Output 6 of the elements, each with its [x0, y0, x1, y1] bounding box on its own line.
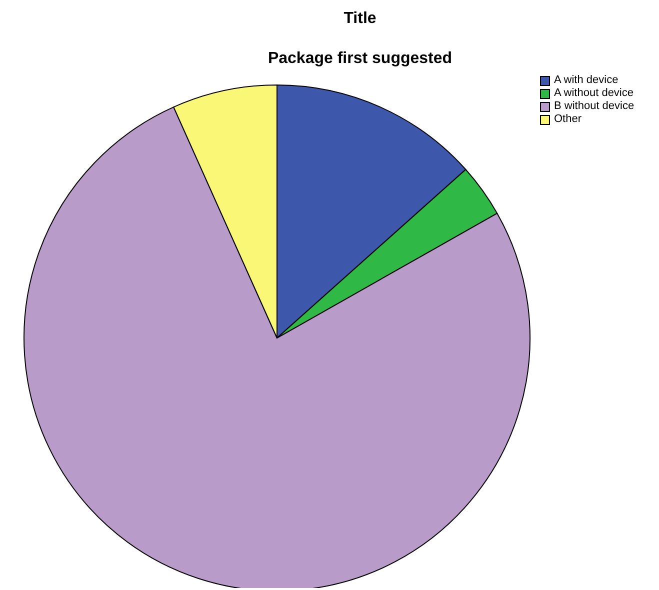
- legend-label: Other: [554, 113, 582, 126]
- chart-title: Title: [344, 10, 376, 28]
- legend-label: A without device: [554, 87, 634, 100]
- chart-subtitle: Package first suggested: [268, 50, 452, 68]
- legend-label: B without device: [554, 100, 634, 113]
- legend-label: A with device: [554, 74, 618, 87]
